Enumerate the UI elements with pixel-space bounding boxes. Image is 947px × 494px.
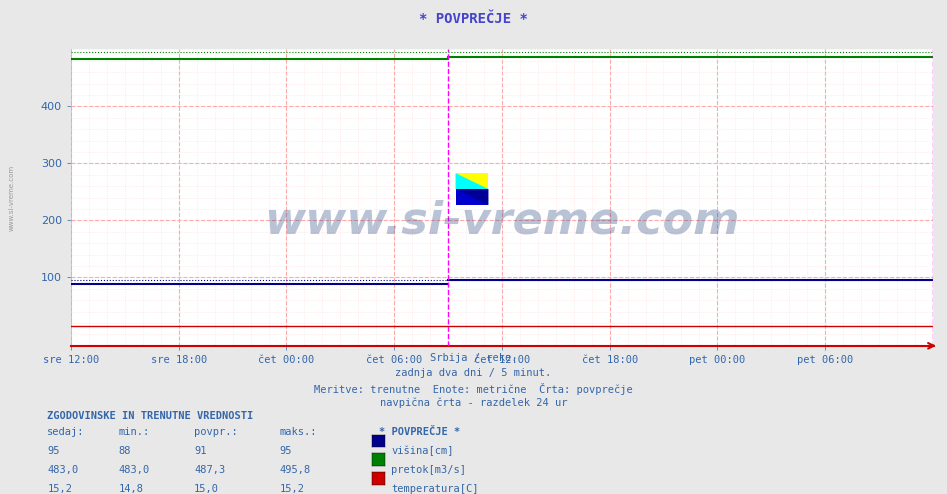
Text: min.:: min.:	[118, 427, 150, 437]
Text: ZGODOVINSKE IN TRENUTNE VREDNOSTI: ZGODOVINSKE IN TRENUTNE VREDNOSTI	[47, 411, 254, 421]
Text: * POVPREČJE *: * POVPREČJE *	[379, 427, 460, 437]
Text: temperatura[C]: temperatura[C]	[391, 484, 478, 494]
Text: 95: 95	[47, 446, 60, 456]
Text: Srbija / reke.: Srbija / reke.	[430, 353, 517, 363]
Polygon shape	[456, 189, 489, 205]
Text: maks.:: maks.:	[279, 427, 317, 437]
Text: * POVPREČJE *: * POVPREČJE *	[420, 12, 527, 26]
Text: 483,0: 483,0	[118, 465, 150, 475]
Text: navpična črta - razdelek 24 ur: navpična črta - razdelek 24 ur	[380, 398, 567, 408]
Bar	[456, 189, 489, 205]
Text: 88: 88	[118, 446, 131, 456]
Text: 483,0: 483,0	[47, 465, 79, 475]
Text: 95: 95	[279, 446, 292, 456]
Text: sedaj:: sedaj:	[47, 427, 85, 437]
Bar	[456, 173, 489, 189]
Text: 15,0: 15,0	[194, 484, 219, 494]
Text: višina[cm]: višina[cm]	[391, 446, 454, 456]
Text: 15,2: 15,2	[279, 484, 304, 494]
Text: 15,2: 15,2	[47, 484, 72, 494]
Text: 14,8: 14,8	[118, 484, 143, 494]
Polygon shape	[456, 173, 489, 189]
Text: www.si-vreme.com: www.si-vreme.com	[9, 165, 14, 231]
Text: www.si-vreme.com: www.si-vreme.com	[264, 200, 740, 243]
Text: 487,3: 487,3	[194, 465, 225, 475]
Text: pretok[m3/s]: pretok[m3/s]	[391, 465, 466, 475]
Text: 495,8: 495,8	[279, 465, 311, 475]
Text: 91: 91	[194, 446, 206, 456]
Text: Meritve: trenutne  Enote: metrične  Črta: povprečje: Meritve: trenutne Enote: metrične Črta: …	[314, 383, 633, 395]
Text: zadnja dva dni / 5 minut.: zadnja dva dni / 5 minut.	[396, 368, 551, 378]
Text: povpr.:: povpr.:	[194, 427, 238, 437]
